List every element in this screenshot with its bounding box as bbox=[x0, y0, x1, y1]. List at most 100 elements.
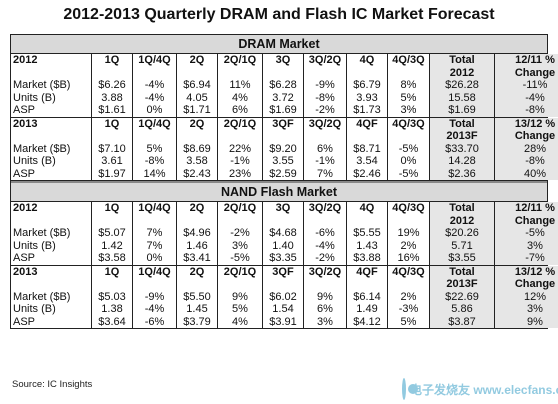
data-cell: $5.03 bbox=[92, 290, 133, 303]
header-cell: 13/12 % bbox=[495, 265, 558, 278]
data-cell: 6% bbox=[304, 142, 347, 155]
header-cell: 4Q/3Q bbox=[388, 202, 430, 215]
header-cell: 13/12 % bbox=[495, 117, 558, 130]
header-cell bbox=[133, 130, 177, 143]
data-cell: 3% bbox=[304, 315, 347, 328]
data-cell: $5.55 bbox=[347, 227, 388, 240]
data-cell: -8% bbox=[495, 155, 558, 168]
header-cell: Change bbox=[495, 278, 558, 291]
data-cell: $6.02 bbox=[263, 290, 304, 303]
header-cell bbox=[177, 66, 218, 79]
data-cell: $20.26 bbox=[430, 227, 495, 240]
data-cell: -8% bbox=[133, 155, 177, 168]
header-cell bbox=[347, 278, 388, 291]
header-cell: 4Q/3Q bbox=[388, 265, 430, 278]
data-cell: 6% bbox=[304, 303, 347, 316]
data-cell: 1.40 bbox=[263, 239, 304, 252]
data-cell: 0% bbox=[133, 104, 177, 117]
data-cell: Market ($B) bbox=[11, 79, 92, 92]
data-cell: $2.46 bbox=[347, 167, 388, 180]
data-cell: $1.97 bbox=[92, 167, 133, 180]
data-cell: 7% bbox=[304, 167, 347, 180]
data-cell: -2% bbox=[218, 227, 263, 240]
data-cell: $3.79 bbox=[177, 315, 218, 328]
header-cell: 1Q bbox=[92, 265, 133, 278]
data-cell: ASP bbox=[11, 315, 92, 328]
data-cell: -5% bbox=[495, 227, 558, 240]
header-cell bbox=[304, 66, 347, 79]
header-cell: Total bbox=[430, 117, 495, 130]
header-cell bbox=[11, 130, 92, 143]
data-cell: 9% bbox=[495, 315, 558, 328]
data-cell: 12% bbox=[495, 290, 558, 303]
data-cell: 3.55 bbox=[263, 155, 304, 168]
header-cell: 2Q bbox=[177, 265, 218, 278]
header-cell bbox=[263, 130, 304, 143]
data-cell: 1.42 bbox=[92, 239, 133, 252]
header-cell: 3Q/2Q bbox=[304, 265, 347, 278]
data-cell: 8% bbox=[388, 79, 430, 92]
data-cell: -9% bbox=[304, 79, 347, 92]
header-cell: 1Q bbox=[92, 54, 133, 67]
data-cell: 2% bbox=[388, 290, 430, 303]
data-cell: $6.94 bbox=[177, 79, 218, 92]
data-cell: -2% bbox=[304, 104, 347, 117]
data-cell: 5.86 bbox=[430, 303, 495, 316]
header-cell: 2012 bbox=[430, 214, 495, 227]
data-cell: $3.41 bbox=[177, 252, 218, 265]
data-cell: $3.35 bbox=[263, 252, 304, 265]
data-cell: 3% bbox=[218, 239, 263, 252]
data-cell: 1.49 bbox=[347, 303, 388, 316]
header-cell bbox=[11, 66, 92, 79]
header-cell: Change bbox=[495, 66, 558, 79]
data-cell: -6% bbox=[133, 315, 177, 328]
dram-2012-block: 2012 1Q 1Q/4Q 2Q 2Q/1Q 3Q 3Q/2Q 4Q 4Q/3Q Total 12/… bbox=[11, 54, 558, 118]
data-cell: $1.71 bbox=[177, 104, 218, 117]
data-cell: $7.10 bbox=[92, 142, 133, 155]
data-cell: -9% bbox=[133, 290, 177, 303]
data-cell: -7% bbox=[495, 252, 558, 265]
data-cell: Market ($B) bbox=[11, 142, 92, 155]
data-cell: 4% bbox=[218, 315, 263, 328]
data-cell: $6.26 bbox=[92, 79, 133, 92]
data-cell: 3% bbox=[388, 104, 430, 117]
data-cell: 3.61 bbox=[92, 155, 133, 168]
data-cell: $33.70 bbox=[430, 142, 495, 155]
data-cell: ASP bbox=[11, 252, 92, 265]
page-title: 2012-2013 Quarterly DRAM and Flash IC Ma… bbox=[63, 6, 495, 23]
header-cell bbox=[388, 130, 430, 143]
data-cell: $1.61 bbox=[92, 104, 133, 117]
data-cell: 1.45 bbox=[177, 303, 218, 316]
data-cell: 4.05 bbox=[177, 91, 218, 104]
header-cell: 4Q bbox=[347, 54, 388, 67]
header-cell bbox=[177, 278, 218, 291]
header-cell: 3Q/2Q bbox=[304, 117, 347, 130]
data-cell: $4.68 bbox=[263, 227, 304, 240]
data-cell: $4.12 bbox=[347, 315, 388, 328]
header-cell: Total bbox=[430, 54, 495, 67]
data-cell: -1% bbox=[218, 155, 263, 168]
data-cell: $6.79 bbox=[347, 79, 388, 92]
data-cell: -11% bbox=[495, 79, 558, 92]
header-cell: 1Q/4Q bbox=[133, 265, 177, 278]
data-cell: $26.28 bbox=[430, 79, 495, 92]
header-cell: 4Q/3Q bbox=[388, 54, 430, 67]
header-cell bbox=[263, 214, 304, 227]
header-cell: 12/11 % bbox=[495, 202, 558, 215]
data-cell: $3.88 bbox=[347, 252, 388, 265]
data-cell: -8% bbox=[304, 91, 347, 104]
data-cell: $4.96 bbox=[177, 227, 218, 240]
forecast-table: DRAM Market 2012 1Q 1Q/4Q 2Q 2Q/1Q 3Q 3Q/2Q 4Q 4… bbox=[10, 34, 558, 329]
data-cell: -2% bbox=[304, 252, 347, 265]
data-cell: -1% bbox=[304, 155, 347, 168]
data-cell: 19% bbox=[388, 227, 430, 240]
header-cell bbox=[388, 278, 430, 291]
data-cell: $8.69 bbox=[177, 142, 218, 155]
header-cell bbox=[263, 66, 304, 79]
dram-section-title: DRAM Market bbox=[11, 35, 547, 54]
data-cell: 9% bbox=[218, 290, 263, 303]
header-cell bbox=[92, 66, 133, 79]
header-cell bbox=[92, 278, 133, 291]
header-cell: 2Q bbox=[177, 202, 218, 215]
header-cell bbox=[92, 130, 133, 143]
